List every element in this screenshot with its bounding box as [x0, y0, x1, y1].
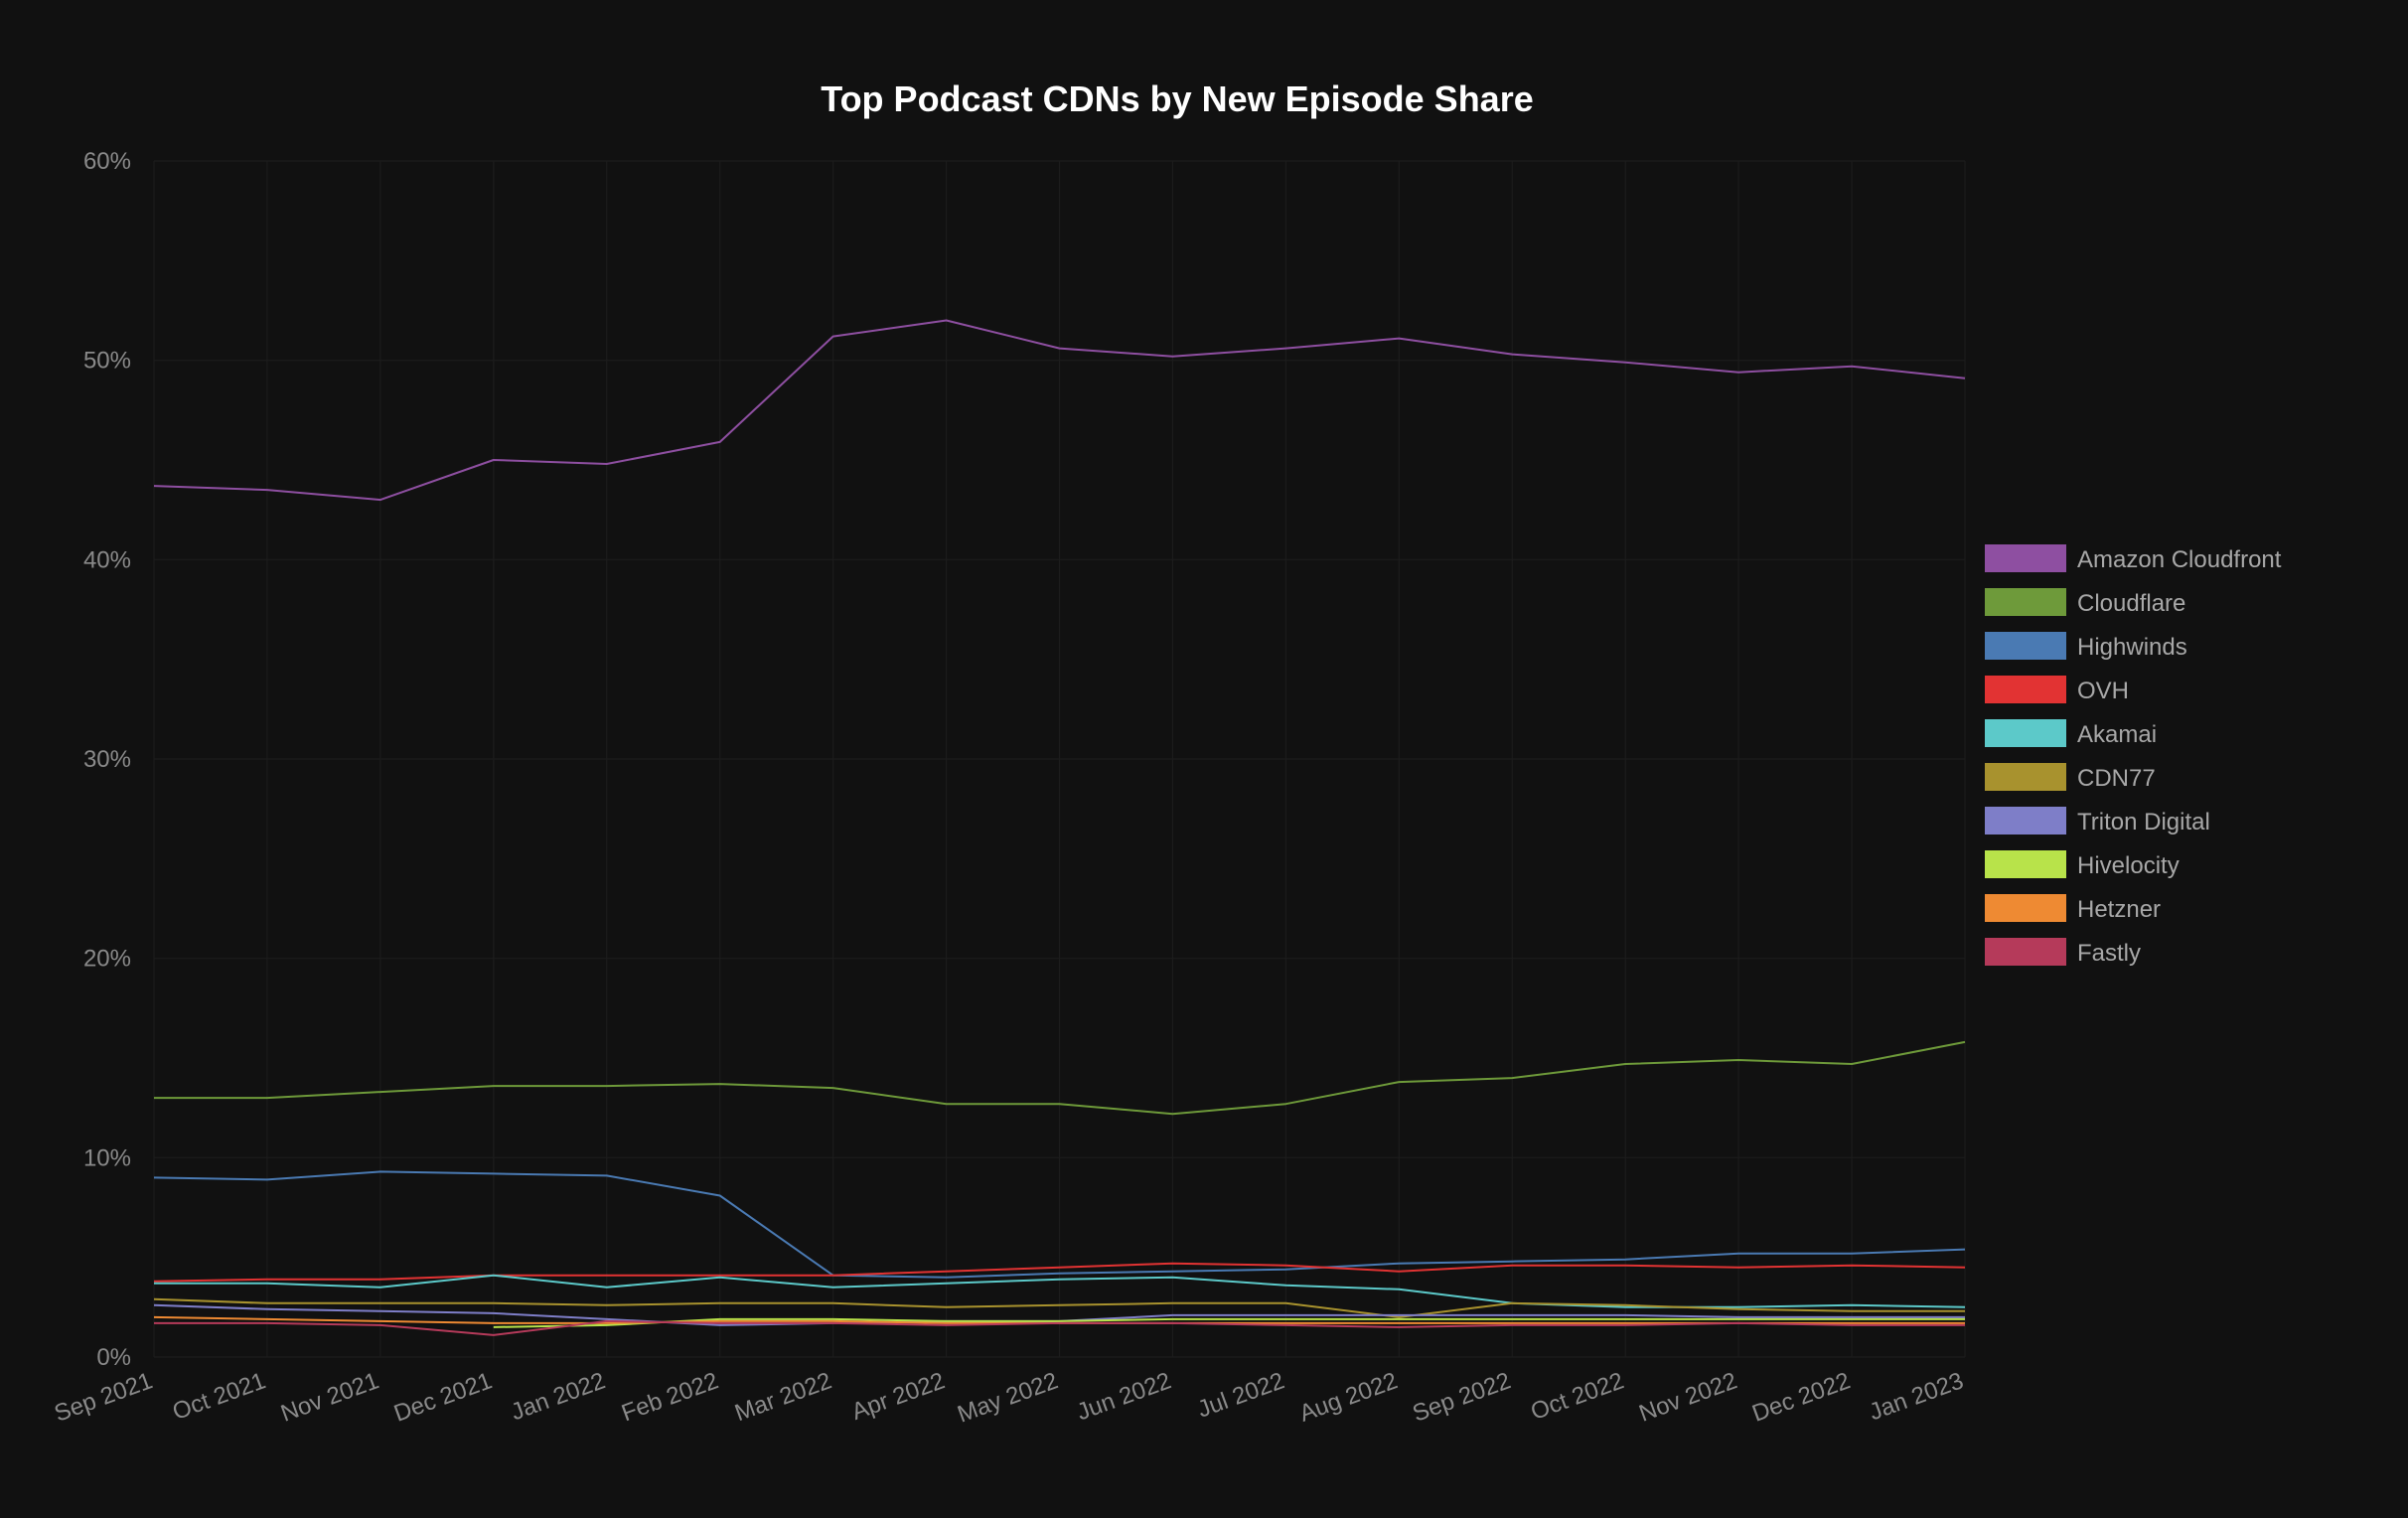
series-line-cdn77	[153, 1297, 1965, 1318]
legend-label-akamai: Akamai	[2077, 721, 2157, 748]
series-line-ovh	[153, 1262, 1966, 1283]
series-line-hivelocity	[493, 1317, 1965, 1328]
legend-label-cloudflare: Cloudflare	[2077, 590, 2185, 617]
chart-title: Top Podcast CDNs by New Episode Share	[821, 78, 1534, 119]
legend: Amazon Cloudfront Cloudflare Highwinds OVH A…	[1985, 544, 2282, 967]
legend-label-amazon-cloudfront: Amazon Cloudfront	[2077, 546, 2282, 573]
legend-swatch-hivelocity	[1985, 850, 2066, 878]
y-tick-label: 30%	[83, 746, 131, 773]
legend-swatch-cdn77	[1985, 763, 2066, 791]
legend-swatch-akamai	[1985, 719, 2066, 747]
legend-swatch-fastly	[1985, 938, 2066, 966]
legend-label-hivelocity: Hivelocity	[2077, 852, 2180, 879]
y-tick-label: 20%	[83, 946, 131, 973]
y-axis: 0% 10% 20% 30% 40% 50% 60%	[83, 148, 131, 1371]
y-tick-label: 40%	[83, 546, 131, 573]
legend-label-fastly: Fastly	[2077, 940, 2141, 967]
legend-label-ovh: OVH	[2077, 678, 2129, 704]
series-line-amazon-cloudfront	[153, 319, 1966, 502]
legend-swatch-ovh	[1985, 676, 2066, 703]
legend-label-cdn77: CDN77	[2077, 765, 2156, 792]
legend-swatch-triton-digital	[1985, 807, 2066, 835]
series-line-highwinds	[153, 1170, 1966, 1279]
legend-swatch-highwinds	[1985, 632, 2066, 660]
legend-label-triton-digital: Triton Digital	[2077, 809, 2210, 835]
legend-swatch-amazon-cloudfront	[1985, 544, 2066, 572]
legend-swatch-cloudflare	[1985, 588, 2066, 616]
grid	[153, 160, 1966, 1358]
y-tick-label: 0%	[96, 1344, 131, 1371]
series-lines	[153, 319, 1966, 1336]
series-line-fastly	[154, 1319, 1965, 1336]
legend-swatch-hetzner	[1985, 894, 2066, 922]
series-line-cloudflare	[154, 1040, 1966, 1116]
legend-label-hetzner: Hetzner	[2077, 896, 2161, 923]
legend-label-highwinds: Highwinds	[2077, 634, 2187, 661]
y-tick-label: 50%	[83, 348, 131, 375]
y-tick-label: 60%	[83, 148, 131, 175]
y-tick-label: 10%	[83, 1144, 131, 1171]
